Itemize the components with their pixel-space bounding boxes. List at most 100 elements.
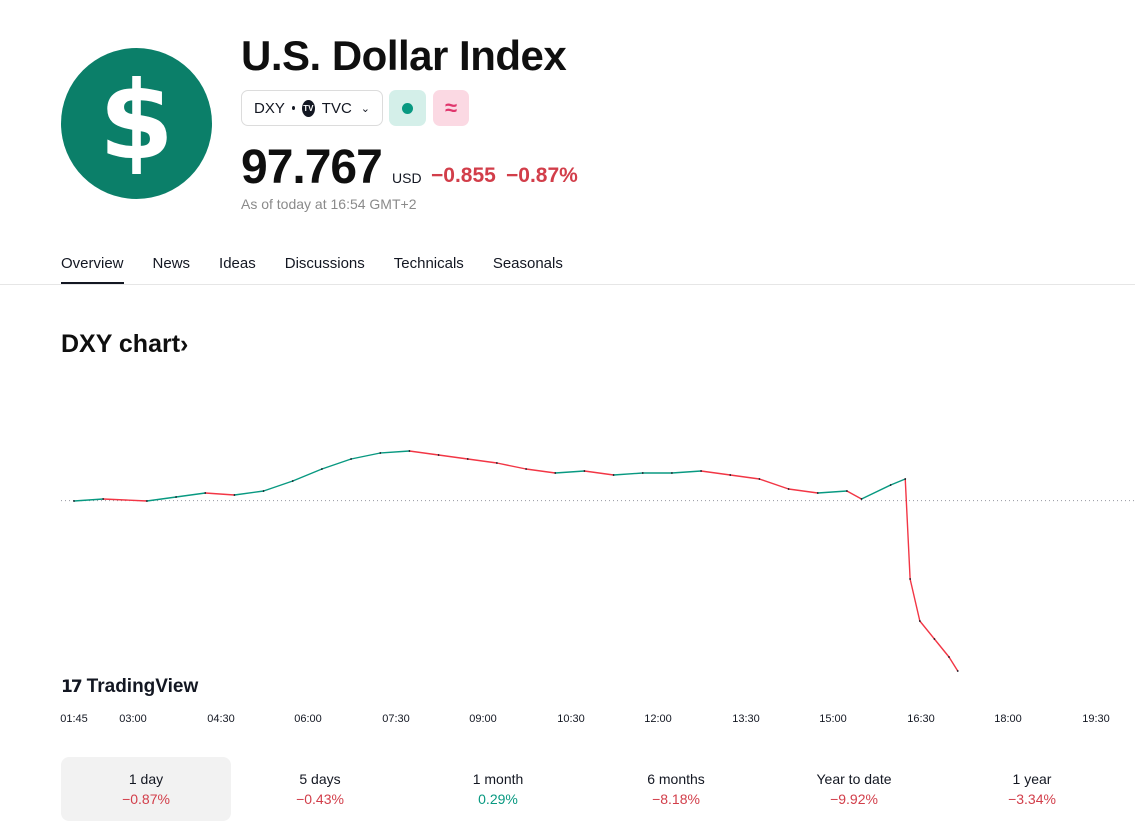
price-segment: [671, 470, 702, 474]
price-point: [262, 490, 265, 492]
price-point: [73, 500, 75, 502]
price-segment: [292, 468, 323, 482]
price-point: [909, 578, 912, 580]
price-point: [918, 620, 921, 622]
price-change: −0.855: [431, 164, 496, 187]
period-year-to-date[interactable]: Year to date −9.92%: [765, 757, 943, 821]
x-tick: 03:00: [119, 713, 147, 725]
price-point: [102, 498, 105, 500]
x-tick: 06:00: [294, 713, 322, 725]
x-tick: 18:00: [994, 713, 1022, 725]
price-segment: [350, 452, 381, 460]
price-segment: [73, 498, 104, 502]
chevron-down-icon: ⌄: [360, 102, 370, 115]
symbol-label: DXY: [254, 99, 285, 117]
price-point: [641, 472, 644, 474]
separator-dot-icon: [291, 106, 295, 110]
price-point: [700, 470, 702, 472]
price-segment: [554, 470, 586, 474]
period-value: 0.29%: [478, 791, 518, 807]
chart-heading-link[interactable]: DXY chart›: [61, 330, 188, 359]
x-tick: 09:00: [469, 713, 497, 725]
period-value: −0.87%: [122, 791, 170, 807]
price-segment: [233, 490, 265, 496]
x-tick: 19:30: [1082, 713, 1110, 725]
currency-label: USD: [392, 170, 422, 186]
logo-symbol: $: [98, 58, 175, 184]
symbol-exchange-selector[interactable]: DXY TV TVC ⌄: [241, 90, 383, 126]
price-segment: [583, 470, 615, 476]
price-segment: [437, 454, 469, 460]
price-point: [204, 492, 207, 494]
period-label: 1 day: [128, 771, 164, 787]
tab-overview[interactable]: Overview: [61, 255, 124, 285]
price-change-percent: −0.87%: [506, 164, 578, 187]
tab-ideas[interactable]: Ideas: [219, 255, 256, 272]
price-segment: [758, 478, 790, 490]
price-segment: [102, 498, 148, 502]
price-segment: [919, 620, 936, 640]
tabs-divider: [0, 284, 1135, 285]
chart-heading: DXY chart: [61, 330, 181, 358]
price-segment: [379, 450, 411, 454]
dollar-logo-icon: $: [61, 48, 212, 199]
period-value: −8.18%: [652, 791, 700, 807]
x-tick: 04:30: [207, 713, 235, 725]
x-tick: 07:30: [382, 713, 410, 725]
chevron-right-icon: ›: [180, 330, 189, 358]
price-point: [671, 472, 673, 474]
price-segment: [408, 450, 440, 456]
price-point: [583, 470, 586, 472]
tab-technicals[interactable]: Technicals: [393, 255, 464, 272]
price-point: [948, 656, 950, 658]
period-1-day[interactable]: 1 day −0.87%: [61, 757, 231, 821]
market-open-dot-icon: [402, 102, 413, 114]
price-segment: [817, 490, 848, 494]
price-point: [956, 670, 959, 672]
period-value: −9.92%: [830, 791, 878, 807]
period-label: 1 year: [1012, 771, 1052, 787]
tradingview-brand[interactable]: 17 TradingView: [61, 676, 198, 698]
chart-x-axis: 01:45 03:00 04:30 06:00 07:30 09:00 10:3…: [0, 713, 1135, 729]
price-point: [889, 484, 892, 486]
price-point: [496, 462, 498, 464]
price-point: [846, 490, 848, 492]
period-label: 1 month: [472, 771, 524, 787]
period-5-days[interactable]: 5 days −0.43%: [231, 757, 409, 821]
price-point: [408, 450, 411, 452]
price-segment: [467, 458, 498, 464]
price-chart[interactable]: [0, 430, 1135, 710]
price-point: [525, 468, 527, 470]
page-title: U.S. Dollar Index: [241, 32, 567, 79]
price-segment: [933, 638, 950, 658]
price-segment: [525, 468, 556, 474]
market-open-status-button[interactable]: [389, 90, 426, 126]
x-tick: 16:30: [907, 713, 935, 725]
price-point: [860, 498, 863, 500]
price-point: [729, 474, 732, 476]
tab-news[interactable]: News: [152, 255, 191, 272]
tradingview-brand-label: TradingView: [86, 676, 199, 697]
price-point: [904, 478, 907, 480]
price-point: [175, 496, 177, 498]
price-point: [554, 472, 557, 474]
price-segment: [496, 462, 527, 470]
price-point: [816, 492, 819, 494]
price-segment: [729, 474, 761, 480]
price-segment: [146, 496, 177, 502]
tab-seasonals[interactable]: Seasonals: [492, 255, 563, 272]
period-6-months[interactable]: 6 months −8.18%: [587, 757, 765, 821]
x-tick: 15:00: [819, 713, 847, 725]
price-segment: [948, 656, 959, 672]
price-segment: [889, 478, 906, 486]
wave-icon[interactable]: ≈: [433, 90, 469, 126]
price-point: [758, 478, 761, 480]
period-1-year[interactable]: 1 year −3.34%: [943, 757, 1121, 821]
period-1-month[interactable]: 1 month 0.29%: [409, 757, 587, 821]
price-point: [321, 468, 323, 470]
price-segment: [846, 490, 863, 500]
period-value: −0.43%: [296, 791, 344, 807]
tab-discussions[interactable]: Discussions: [284, 255, 365, 272]
x-tick: 13:30: [732, 713, 760, 725]
price-segment: [262, 480, 294, 492]
